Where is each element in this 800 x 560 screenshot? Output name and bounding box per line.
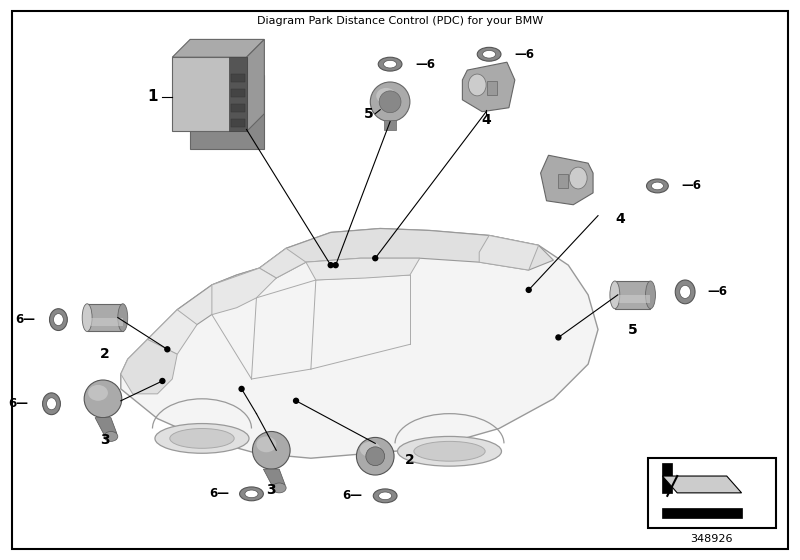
Ellipse shape	[675, 280, 695, 304]
Text: 6—: 6—	[342, 489, 362, 502]
Bar	[619, 295, 650, 303]
Ellipse shape	[253, 432, 290, 469]
Ellipse shape	[414, 441, 485, 461]
Ellipse shape	[366, 447, 385, 465]
Ellipse shape	[239, 386, 244, 391]
Polygon shape	[479, 235, 538, 270]
Ellipse shape	[526, 287, 531, 292]
Ellipse shape	[370, 82, 410, 122]
Bar	[229, 57, 246, 132]
Text: 2: 2	[405, 453, 414, 467]
Ellipse shape	[245, 490, 258, 498]
Ellipse shape	[165, 347, 170, 352]
Ellipse shape	[379, 91, 401, 113]
Bar	[662, 463, 672, 493]
Ellipse shape	[378, 57, 402, 71]
Text: Diagram Park Distance Control (PDC) for your BMW: Diagram Park Distance Control (PDC) for …	[257, 16, 543, 26]
Ellipse shape	[373, 256, 378, 261]
Ellipse shape	[680, 286, 690, 298]
Ellipse shape	[118, 304, 128, 332]
Ellipse shape	[468, 74, 486, 96]
Ellipse shape	[50, 309, 67, 330]
Ellipse shape	[240, 487, 263, 501]
Ellipse shape	[610, 281, 620, 309]
Ellipse shape	[46, 398, 56, 410]
Polygon shape	[212, 268, 276, 315]
Polygon shape	[263, 469, 285, 488]
Text: 4: 4	[615, 212, 625, 226]
Bar	[91, 318, 122, 325]
Ellipse shape	[357, 437, 394, 475]
Text: —6: —6	[681, 179, 701, 193]
Bar	[172, 57, 246, 132]
Bar	[230, 104, 245, 111]
Polygon shape	[259, 248, 306, 278]
Polygon shape	[172, 39, 264, 57]
Text: 6—: 6—	[16, 313, 36, 326]
Ellipse shape	[294, 398, 298, 403]
Ellipse shape	[333, 263, 338, 268]
Polygon shape	[259, 228, 554, 278]
Text: 3: 3	[100, 433, 110, 447]
Ellipse shape	[82, 304, 92, 332]
Text: 6—: 6—	[210, 487, 230, 500]
Bar	[190, 75, 264, 150]
Ellipse shape	[646, 281, 655, 309]
Polygon shape	[462, 62, 515, 111]
Polygon shape	[306, 258, 420, 280]
Ellipse shape	[398, 436, 502, 466]
Bar	[230, 89, 245, 97]
Polygon shape	[121, 339, 178, 394]
Ellipse shape	[160, 379, 165, 384]
Ellipse shape	[328, 263, 333, 268]
Ellipse shape	[374, 489, 397, 503]
Polygon shape	[147, 310, 197, 354]
Bar	[230, 74, 245, 82]
Ellipse shape	[272, 483, 286, 493]
Ellipse shape	[646, 179, 668, 193]
Text: 1: 1	[147, 90, 158, 104]
Ellipse shape	[54, 314, 63, 325]
Ellipse shape	[84, 380, 122, 418]
Ellipse shape	[651, 182, 663, 190]
Text: —6: —6	[416, 58, 436, 71]
Polygon shape	[121, 228, 598, 458]
Bar	[487, 81, 497, 95]
Ellipse shape	[257, 436, 276, 452]
Ellipse shape	[42, 393, 61, 414]
Bar	[558, 174, 568, 188]
Bar	[384, 120, 396, 129]
Ellipse shape	[88, 385, 108, 401]
Polygon shape	[246, 39, 264, 132]
Bar	[662, 508, 742, 517]
Text: 348926: 348926	[690, 534, 733, 544]
Polygon shape	[95, 418, 117, 436]
Ellipse shape	[170, 428, 234, 449]
Bar	[87, 304, 122, 332]
Ellipse shape	[556, 335, 561, 340]
Ellipse shape	[155, 423, 249, 453]
Text: 2: 2	[100, 347, 110, 361]
Text: 5: 5	[628, 323, 638, 337]
Bar	[230, 119, 245, 127]
Ellipse shape	[478, 48, 501, 61]
Text: 6—: 6—	[9, 397, 29, 410]
Bar	[647, 458, 776, 528]
Ellipse shape	[482, 50, 496, 58]
Ellipse shape	[378, 492, 392, 500]
Ellipse shape	[360, 442, 381, 457]
Bar	[615, 281, 650, 309]
Text: —6: —6	[707, 286, 727, 298]
Ellipse shape	[104, 432, 118, 441]
Text: 4: 4	[482, 113, 491, 127]
Ellipse shape	[383, 60, 397, 68]
Polygon shape	[662, 476, 742, 493]
Ellipse shape	[376, 88, 396, 104]
Text: 3: 3	[266, 483, 276, 497]
Text: 5: 5	[363, 106, 373, 120]
Ellipse shape	[570, 167, 587, 189]
Polygon shape	[178, 268, 276, 339]
Polygon shape	[541, 155, 593, 205]
Text: —6: —6	[515, 48, 535, 61]
